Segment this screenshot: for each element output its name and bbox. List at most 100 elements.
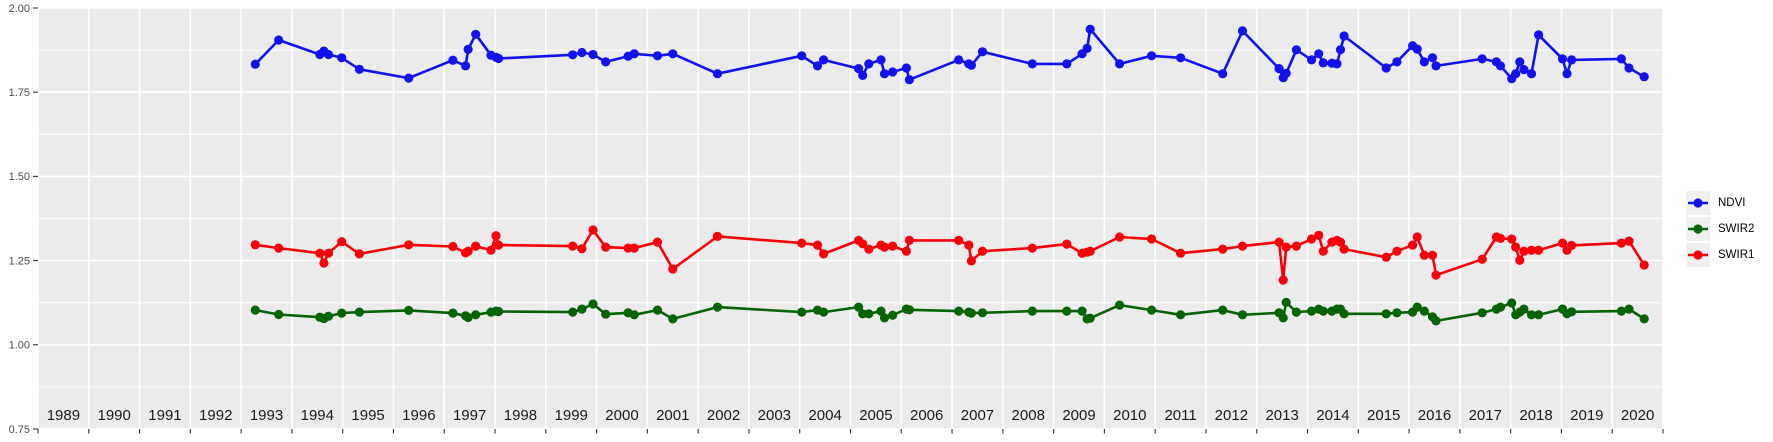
point-swir2 [1392,308,1402,318]
x-year-label: 1990 [97,407,130,424]
point-swir1 [858,239,868,249]
point-swir2 [588,299,598,309]
point-ndvi [1335,45,1346,55]
x-year-label: 1989 [47,407,80,424]
point-swir2 [1567,307,1577,317]
point-swir1 [577,244,587,254]
point-swir1 [354,249,364,259]
point-ndvi [712,69,723,79]
point-ndvi [1318,58,1328,68]
point-swir2 [1147,305,1157,315]
point-swir2 [1431,316,1441,326]
x-year-label: 1992 [199,407,232,424]
point-swir1 [315,248,325,258]
point-swir1 [1307,234,1317,244]
point-swir1 [463,246,473,256]
point-ndvi [1519,65,1529,75]
point-swir1 [1339,244,1349,254]
point-ndvi [1291,45,1301,55]
point-ndvi [1515,57,1525,67]
point-swir2 [1218,305,1228,315]
point-ndvi [1427,53,1438,63]
legend-item-swir1: SWIR1 [1686,242,1754,268]
point-swir1 [1427,250,1438,260]
point-ndvi [819,55,829,65]
point-swir1 [954,235,964,245]
point-swir2 [1616,306,1626,316]
x-year-label: 2010 [1113,407,1146,424]
x-year-label: 1998 [504,407,537,424]
point-swir1 [977,246,988,256]
point-swir1 [1557,238,1568,248]
point-ndvi [354,64,364,74]
point-swir2 [797,307,807,317]
point-swir2 [854,302,864,312]
point-ndvi [652,51,663,61]
point-swir1 [1567,240,1577,250]
point-swir2 [1085,313,1095,323]
point-ndvi [448,55,458,65]
point-ndvi [854,64,864,74]
point-swir2 [1507,298,1517,308]
x-year-label: 1997 [453,407,486,424]
point-ndvi [1562,69,1572,79]
point-swir1 [337,237,347,247]
x-year-label: 2016 [1418,407,1451,424]
point-swir2 [354,307,364,317]
point-ndvi [1431,61,1441,71]
x-year-label: 2017 [1469,407,1502,424]
point-swir1 [966,256,977,266]
point-swir2 [977,308,988,318]
point-ndvi [858,70,868,80]
x-year-label: 2014 [1316,407,1349,424]
point-swir1 [1431,270,1441,280]
x-year-label: 2009 [1062,407,1095,424]
point-swir1 [1534,245,1544,255]
point-swir2 [323,311,334,321]
point-ndvi [1412,44,1422,54]
point-ndvi [577,47,587,58]
legend: NDVI SWIR2 SWIR1 [1686,190,1754,268]
point-swir1 [1314,230,1324,240]
point-ndvi [1274,64,1284,74]
point-swir2 [463,312,473,323]
x-year-label: 2020 [1621,407,1654,424]
point-ndvi [1027,59,1037,69]
point-ndvi [1624,63,1634,73]
point-swir1 [1318,246,1328,256]
point-ndvi [1339,31,1349,41]
point-swir2 [448,308,458,318]
point-ndvi [1062,59,1072,69]
point-ndvi [1419,57,1429,67]
point-ndvi [1085,24,1095,34]
y-tick-label: 1.75 [9,87,30,99]
point-swir1 [1507,234,1517,244]
point-swir2 [250,305,260,315]
point-swir1 [712,231,723,241]
point-swir1 [1408,240,1418,250]
point-swir2 [876,306,886,316]
point-ndvi [1147,51,1157,61]
point-swir1 [1278,275,1288,285]
point-swir1 [964,240,974,250]
x-year-label: 2011 [1164,407,1196,424]
point-ndvi [668,49,678,59]
point-swir1 [901,246,912,256]
point-swir1 [1291,241,1301,251]
point-swir2 [1339,309,1349,319]
point-swir2 [1307,306,1317,316]
point-swir1 [404,240,414,250]
x-year-label: 1995 [351,407,384,424]
legend-item-ndvi: NDVI [1686,190,1754,216]
point-ndvi [1218,69,1228,79]
x-year-label: 2005 [859,407,892,424]
point-ndvi [1477,54,1487,64]
point-swir2 [471,310,481,320]
x-year-label: 1996 [402,407,435,424]
x-year-label: 2006 [910,407,943,424]
point-swir2 [1639,314,1649,324]
point-swir2 [1281,297,1291,307]
legend-key-swir2-icon [1686,217,1710,241]
point-ndvi [1381,63,1391,73]
x-year-label: 2015 [1367,407,1400,424]
